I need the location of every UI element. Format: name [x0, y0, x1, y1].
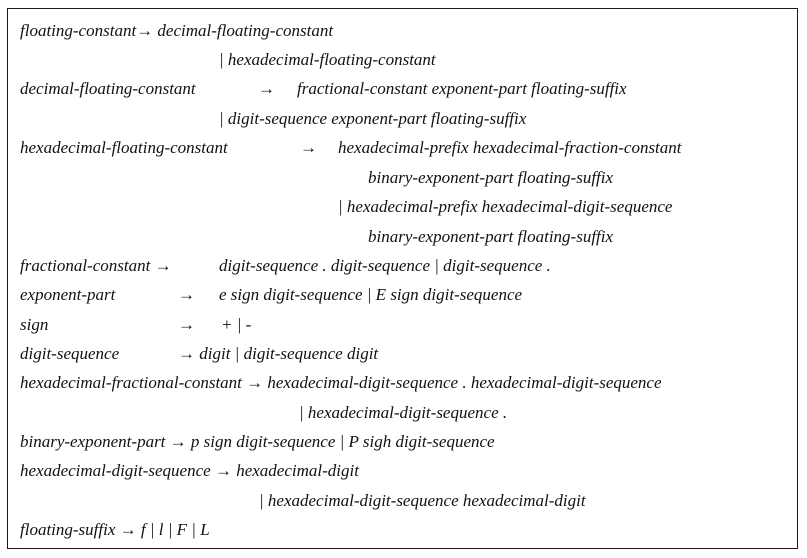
alt-hexadecimal-floating-constant: | hexadecimal-floating-constant	[219, 50, 436, 69]
continuation-binary-exponent: binary-exponent-part floating-suffix	[368, 168, 614, 187]
continuation-binary-exponent: binary-exponent-part floating-suffix	[368, 227, 614, 246]
rule-floating-suffix: floating-suffix → f | l | F | L	[20, 520, 210, 539]
alt-digit-sequence-exponent: | digit-sequence exponent-part floating-…	[219, 109, 527, 128]
grammar-box: floating-constant→ decimal-floating-cons…	[7, 8, 798, 549]
fractional-constant-rhs: digit-sequence . digit-sequence | digit-…	[219, 256, 551, 275]
arrow: →	[178, 315, 195, 334]
alt-hexadecimal-prefix-digit-sequence: | hexadecimal-prefix hexadecimal-digit-s…	[338, 197, 673, 216]
sign-rhs: + | -	[221, 315, 252, 334]
rule-hexadecimal-fractional-constant: hexadecimal-fractional-constant → hexade…	[20, 373, 662, 392]
arrow: →	[178, 285, 195, 304]
rule-decimal-floating-constant: decimal-floating-constant	[20, 79, 196, 98]
decimal-floating-constant-rhs: fractional-constant exponent-part floati…	[297, 79, 627, 98]
rule-floating-constant: floating-constant→ decimal-floating-cons…	[20, 21, 334, 40]
rule-hexadecimal-digit-sequence: hexadecimal-digit-sequence → hexadecimal…	[20, 461, 359, 480]
digit-sequence-rhs: → digit | digit-sequence digit	[178, 344, 379, 363]
rule-fractional-constant: fractional-constant →	[20, 256, 172, 275]
rule-hexadecimal-floating-constant: hexadecimal-floating-constant	[20, 138, 228, 157]
alt-hexadecimal-digit-sequence-digit: | hexadecimal-digit-sequence hexadecimal…	[259, 491, 586, 510]
rule-sign: sign	[20, 315, 49, 334]
alt-hexadecimal-digit-sequence-dot: | hexadecimal-digit-sequence .	[299, 403, 508, 422]
arrow: →	[258, 79, 275, 98]
exponent-part-rhs: e sign digit-sequence | E sign digit-seq…	[219, 285, 523, 304]
arrow: →	[300, 138, 317, 157]
rule-exponent-part: exponent-part	[20, 285, 116, 304]
hexadecimal-floating-constant-rhs: hexadecimal-prefix hexadecimal-fraction-…	[338, 138, 682, 157]
rule-digit-sequence: digit-sequence	[20, 344, 120, 363]
rule-binary-exponent-part: binary-exponent-part → p sign digit-sequ…	[20, 432, 495, 451]
